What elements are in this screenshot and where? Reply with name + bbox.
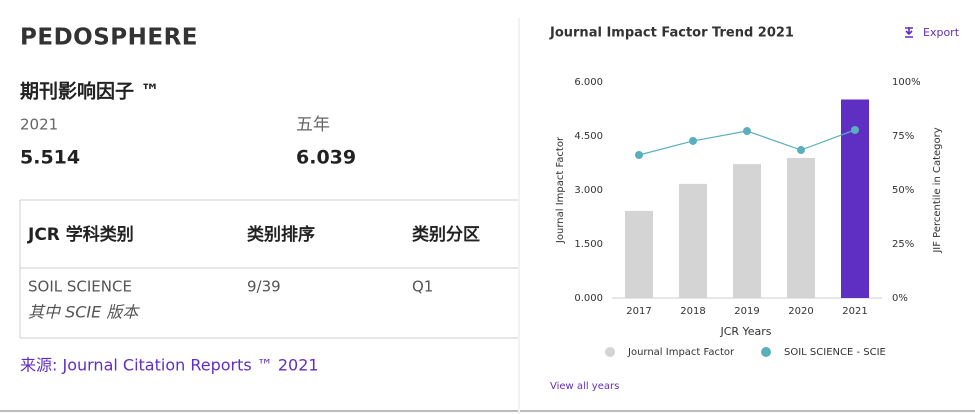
chart-title: Journal Impact Factor Trend 2021 <box>549 26 794 41</box>
table-header: 类别分区 <box>412 224 480 245</box>
bar <box>679 183 707 298</box>
table-cell: Q1 <box>412 278 433 296</box>
line-point <box>743 127 751 136</box>
y2-tick-label: 25% <box>892 239 914 250</box>
y-tick-label: 3.000 <box>574 185 603 196</box>
x-tick-label: 2019 <box>734 306 759 317</box>
table-cell: SOIL SCIENCE <box>28 278 132 296</box>
y-tick-label: 6.000 <box>574 77 603 88</box>
heading: 期刊影响因子 ™ <box>20 80 160 103</box>
view-all-link[interactable]: View all years <box>550 381 619 392</box>
bar <box>625 210 653 298</box>
y-tick-label: 1.500 <box>574 239 603 250</box>
y-tick-label: 0.000 <box>574 293 603 304</box>
bar <box>787 157 815 298</box>
legend-label: Journal Impact Factor <box>627 347 735 358</box>
five-year-label: 五年 <box>296 115 330 135</box>
source-link[interactable]: 来源: Journal Citation Reports ™ 2021 <box>20 356 319 375</box>
y-axis-label: Journal Impact Factor <box>555 136 566 244</box>
legend-label: SOIL SCIENCE - SCIE <box>784 347 886 358</box>
line-point <box>635 151 643 160</box>
y2-tick-label: 100% <box>892 77 921 88</box>
table-header: JCR 学科类别 <box>27 224 134 245</box>
line-point <box>851 125 859 134</box>
edition: 其中 SCIE 版本 <box>28 303 140 322</box>
legend-marker <box>605 347 615 357</box>
line-point <box>689 136 697 145</box>
jif-value: 5.514 <box>20 147 80 169</box>
x-tick-label: 2018 <box>680 306 705 317</box>
table-cell: 9/39 <box>247 278 281 296</box>
y2-tick-label: 75% <box>892 131 914 142</box>
line-point <box>797 146 805 155</box>
y2-tick-label: 50% <box>892 185 914 196</box>
x-tick-label: 2020 <box>788 306 813 317</box>
bar <box>733 164 761 298</box>
export-button[interactable]: Export <box>923 26 960 39</box>
y2-tick-label: 0% <box>892 293 908 304</box>
five-year-value: 6.039 <box>296 147 356 169</box>
journal-name: PEDOSPHERE <box>20 25 198 51</box>
y2-axis-label: JIF Percentile in Category <box>932 127 943 253</box>
legend-marker <box>761 347 771 357</box>
year-label: 2021 <box>20 116 58 134</box>
x-axis-label: JCR Years <box>719 325 771 338</box>
y-tick-label: 4.500 <box>574 131 603 142</box>
x-tick-label: 2017 <box>626 306 651 317</box>
table-header: 类别排序 <box>247 224 315 245</box>
x-tick-label: 2021 <box>842 306 867 317</box>
export-icon[interactable] <box>905 27 913 38</box>
